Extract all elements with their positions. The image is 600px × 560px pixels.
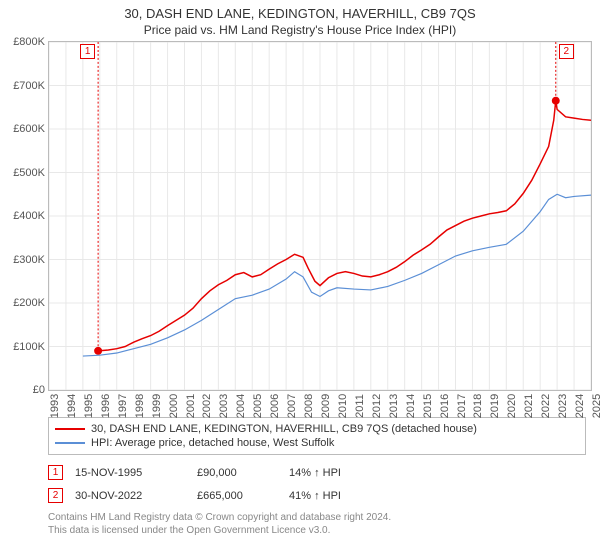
- transaction-date: 30-NOV-2022: [75, 490, 185, 502]
- x-tick-label: 2008: [303, 394, 315, 418]
- transaction-table: 1 15-NOV-1995 £90,000 14% ↑ HPI 2 30-NOV-2022…: [48, 461, 586, 507]
- y-tick-label: £100K: [13, 341, 49, 353]
- y-tick-label: £500K: [13, 167, 49, 179]
- x-tick-label: 2025: [591, 394, 600, 418]
- x-tick-label: 2016: [439, 394, 451, 418]
- x-tick-label: 2018: [472, 394, 484, 418]
- chart-marker: 1: [80, 44, 95, 59]
- y-tick-label: £800K: [13, 36, 49, 48]
- x-tick-label: 1993: [49, 394, 61, 418]
- legend: 30, DASH END LANE, KEDINGTON, HAVERHILL,…: [48, 417, 586, 455]
- x-tick-label: 1998: [134, 394, 146, 418]
- y-tick-label: £700K: [13, 80, 49, 92]
- plot-svg: [49, 42, 591, 390]
- x-tick-label: 1999: [151, 394, 163, 418]
- x-tick-label: 2010: [337, 394, 349, 418]
- transaction-row: 1 15-NOV-1995 £90,000 14% ↑ HPI: [48, 461, 586, 484]
- chart-area: £0£100K£200K£300K£400K£500K£600K£700K£80…: [48, 41, 592, 411]
- x-tick-label: 2014: [405, 394, 417, 418]
- x-tick-label: 2005: [252, 394, 264, 418]
- attribution-line: This data is licensed under the Open Gov…: [48, 524, 586, 537]
- transaction-price: £90,000: [197, 467, 277, 479]
- x-tick-label: 2021: [523, 394, 535, 418]
- transaction-date: 15-NOV-1995: [75, 467, 185, 479]
- x-tick-label: 2004: [235, 394, 247, 418]
- x-tick-label: 2022: [540, 394, 552, 418]
- transaction-price: £665,000: [197, 490, 277, 502]
- x-tick-label: 2013: [388, 394, 400, 418]
- plot-region: £0£100K£200K£300K£400K£500K£600K£700K£80…: [48, 41, 592, 391]
- legend-label: HPI: Average price, detached house, West…: [91, 437, 334, 449]
- y-tick-label: £200K: [13, 297, 49, 309]
- y-tick-label: £300K: [13, 254, 49, 266]
- x-tick-label: 2002: [201, 394, 213, 418]
- transaction-hpi: 14% ↑ HPI: [289, 467, 409, 479]
- y-tick-label: £400K: [13, 210, 49, 222]
- x-tick-label: 2012: [371, 394, 383, 418]
- x-tick-label: 2020: [506, 394, 518, 418]
- chart-container: 30, DASH END LANE, KEDINGTON, HAVERHILL,…: [0, 0, 600, 560]
- transaction-hpi: 41% ↑ HPI: [289, 490, 409, 502]
- x-tick-label: 2001: [185, 394, 197, 418]
- x-tick-label: 2017: [456, 394, 468, 418]
- attribution-line: Contains HM Land Registry data © Crown c…: [48, 511, 586, 524]
- x-tick-label: 2019: [489, 394, 501, 418]
- y-tick-label: £0: [33, 384, 49, 396]
- x-tick-label: 2003: [218, 394, 230, 418]
- x-tick-label: 2011: [354, 394, 366, 418]
- x-tick-label: 1994: [66, 394, 78, 418]
- chart-title: 30, DASH END LANE, KEDINGTON, HAVERHILL,…: [0, 0, 600, 21]
- transaction-marker: 2: [48, 488, 63, 503]
- x-tick-label: 2024: [574, 394, 586, 418]
- x-tick-label: 2000: [168, 394, 180, 418]
- x-tick-label: 2015: [422, 394, 434, 418]
- x-tick-label: 2007: [286, 394, 298, 418]
- chart-marker: 2: [559, 44, 574, 59]
- x-tick-label: 1996: [100, 394, 112, 418]
- legend-item: 30, DASH END LANE, KEDINGTON, HAVERHILL,…: [55, 422, 579, 436]
- chart-subtitle: Price paid vs. HM Land Registry's House …: [0, 21, 600, 41]
- y-tick-label: £600K: [13, 123, 49, 135]
- transaction-marker: 1: [48, 465, 63, 480]
- x-tick-label: 1997: [117, 394, 129, 418]
- x-tick-label: 2006: [269, 394, 281, 418]
- x-tick-label: 1995: [83, 394, 95, 418]
- legend-label: 30, DASH END LANE, KEDINGTON, HAVERHILL,…: [91, 423, 477, 435]
- attribution: Contains HM Land Registry data © Crown c…: [48, 511, 586, 537]
- legend-swatch: [55, 442, 85, 444]
- x-tick-label: 2009: [320, 394, 332, 418]
- legend-item: HPI: Average price, detached house, West…: [55, 436, 579, 450]
- legend-swatch: [55, 428, 85, 430]
- x-tick-label: 2023: [557, 394, 569, 418]
- transaction-row: 2 30-NOV-2022 £665,000 41% ↑ HPI: [48, 484, 586, 507]
